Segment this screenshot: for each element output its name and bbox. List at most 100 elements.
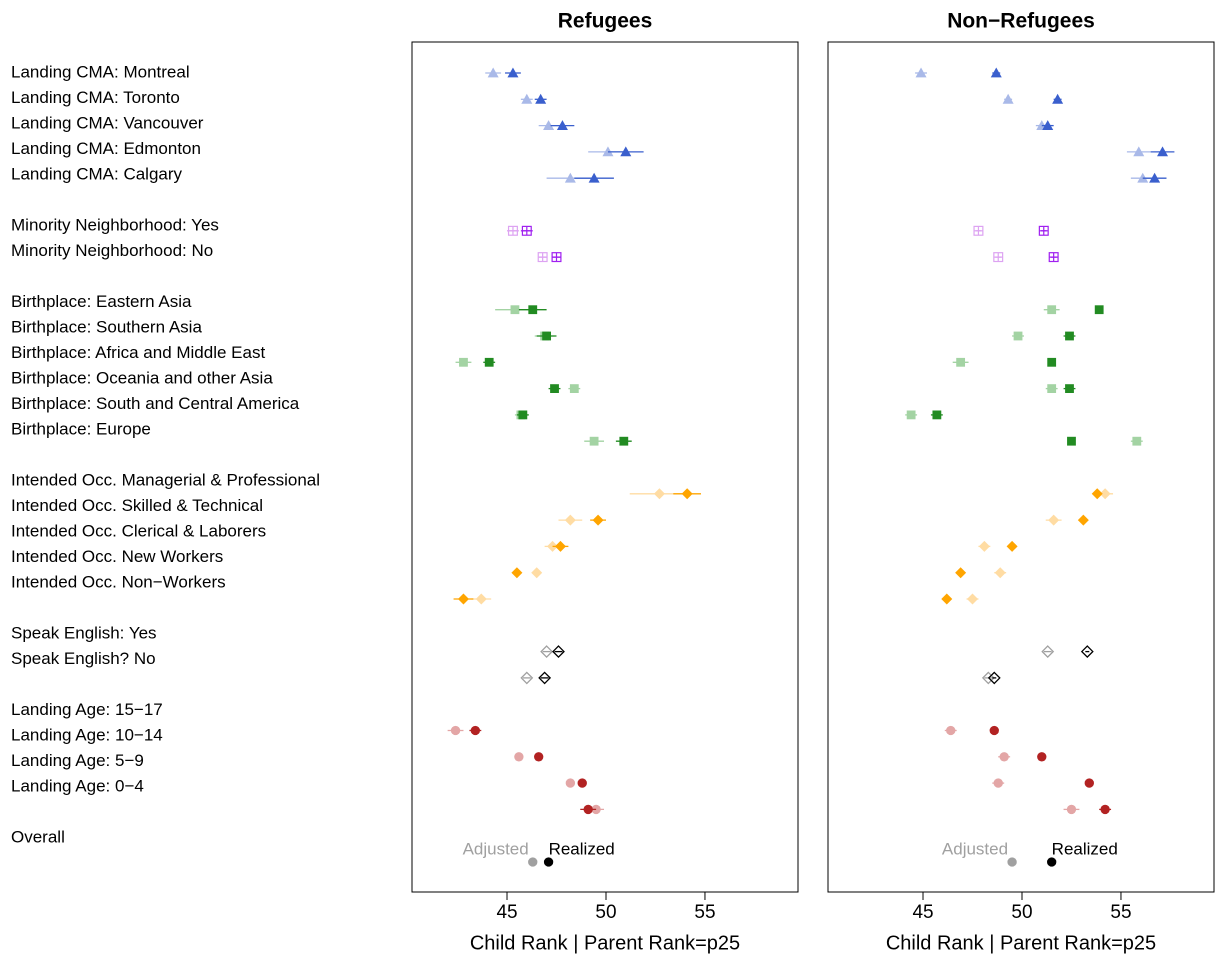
row-label: Overall: [11, 827, 65, 846]
plot-frame: [411, 41, 799, 893]
series-label: Adjusted: [463, 839, 529, 858]
point: [592, 514, 604, 526]
point: [1066, 804, 1077, 815]
row-label: Landing Age: 5−9: [11, 751, 144, 770]
point: [1094, 305, 1104, 315]
point: [1013, 331, 1023, 341]
point-cross: [552, 252, 561, 262]
point: [978, 540, 990, 552]
row-label: Landing Age: 0−4: [11, 776, 144, 795]
point: [1133, 146, 1145, 157]
point: [1065, 331, 1074, 341]
point: [531, 567, 543, 579]
point: [932, 410, 942, 420]
row-label: Birthplace: Africa and Middle East: [11, 343, 265, 362]
point: [538, 671, 552, 685]
point-cross: [993, 252, 1003, 262]
point: [577, 778, 587, 788]
point: [543, 857, 554, 867]
point: [1048, 252, 1059, 263]
row-label: Landing Age: 15−17: [11, 700, 163, 719]
point: [543, 120, 555, 130]
point: [981, 671, 995, 685]
point: [1007, 857, 1017, 867]
point: [514, 752, 524, 762]
point: [993, 252, 1004, 263]
row-label: Birthplace: Eastern Asia: [11, 292, 192, 311]
point: [528, 857, 538, 867]
point: [956, 357, 966, 367]
x-tick-label: 50: [1011, 902, 1032, 923]
point-cross: [538, 252, 548, 262]
point: [994, 567, 1006, 579]
row-label: Landing CMA: Toronto: [11, 88, 180, 107]
row-label: Landing CMA: Calgary: [11, 164, 183, 183]
point: [1132, 436, 1142, 446]
point: [946, 725, 956, 736]
point: [1052, 93, 1064, 104]
point-cross: [508, 226, 518, 236]
point: [583, 804, 593, 815]
point: [1149, 172, 1161, 183]
row-label: Minority Neighborhood: Yes: [11, 215, 219, 234]
point: [554, 540, 566, 552]
row-label: Speak English: Yes: [11, 623, 157, 642]
point: [1047, 384, 1057, 393]
row-label: Intended Occ. Skilled & Technical: [11, 496, 263, 515]
point: [510, 305, 520, 315]
point: [564, 514, 576, 526]
point: [1002, 93, 1014, 104]
row-label: Landing CMA: Montreal: [11, 62, 190, 81]
row-label: Intended Occ. Clerical & Laborers: [11, 521, 266, 540]
point: [1038, 225, 1049, 236]
point: [564, 172, 576, 183]
point: [973, 225, 984, 236]
point: [511, 567, 523, 579]
row-label: Birthplace: Oceania and other Asia: [11, 368, 273, 387]
point: [475, 593, 487, 605]
row-label: Intended Occ. Managerial & Professional: [11, 470, 320, 489]
point: [1067, 436, 1076, 446]
x-axis-label: Child Rank | Parent Rank=p25: [470, 932, 740, 954]
row-label: Birthplace: Europe: [11, 419, 151, 438]
point: [588, 172, 600, 183]
point: [550, 384, 559, 393]
x-tick-label: 50: [595, 902, 616, 923]
row-label: Landing CMA: Edmonton: [11, 139, 201, 158]
point: [1080, 645, 1094, 659]
point: [518, 410, 528, 420]
point: [589, 436, 599, 446]
point: [565, 778, 576, 788]
point: [1077, 514, 1089, 526]
point: [1041, 645, 1055, 659]
point: [955, 567, 967, 579]
point: [915, 67, 927, 78]
point-cross: [522, 226, 532, 236]
x-tick-label: 55: [694, 902, 715, 923]
point-cross: [1039, 226, 1049, 236]
point: [457, 593, 469, 605]
point: [1091, 488, 1103, 500]
point: [534, 752, 544, 762]
point: [535, 93, 547, 104]
point: [1099, 488, 1111, 500]
x-tick-label: 45: [496, 902, 517, 923]
row-label: Birthplace: South and Central America: [11, 394, 300, 413]
point: [1084, 778, 1094, 788]
panel-title: Non−Refugees: [947, 10, 1095, 33]
point: [989, 725, 999, 736]
point: [1042, 120, 1054, 130]
point: [1047, 357, 1057, 367]
x-tick-label: 55: [1110, 902, 1131, 923]
point: [569, 384, 579, 393]
point: [552, 645, 565, 659]
row-label: Landing Age: 10−14: [11, 725, 163, 744]
x-axis-label: Child Rank | Parent Rank=p25: [886, 932, 1156, 954]
point: [542, 331, 552, 341]
point: [619, 436, 629, 446]
row-label: Intended Occ. New Workers: [11, 547, 223, 566]
point-cross: [974, 226, 983, 236]
point: [507, 225, 518, 236]
point: [1006, 540, 1018, 552]
x-tick-label: 45: [912, 902, 933, 923]
